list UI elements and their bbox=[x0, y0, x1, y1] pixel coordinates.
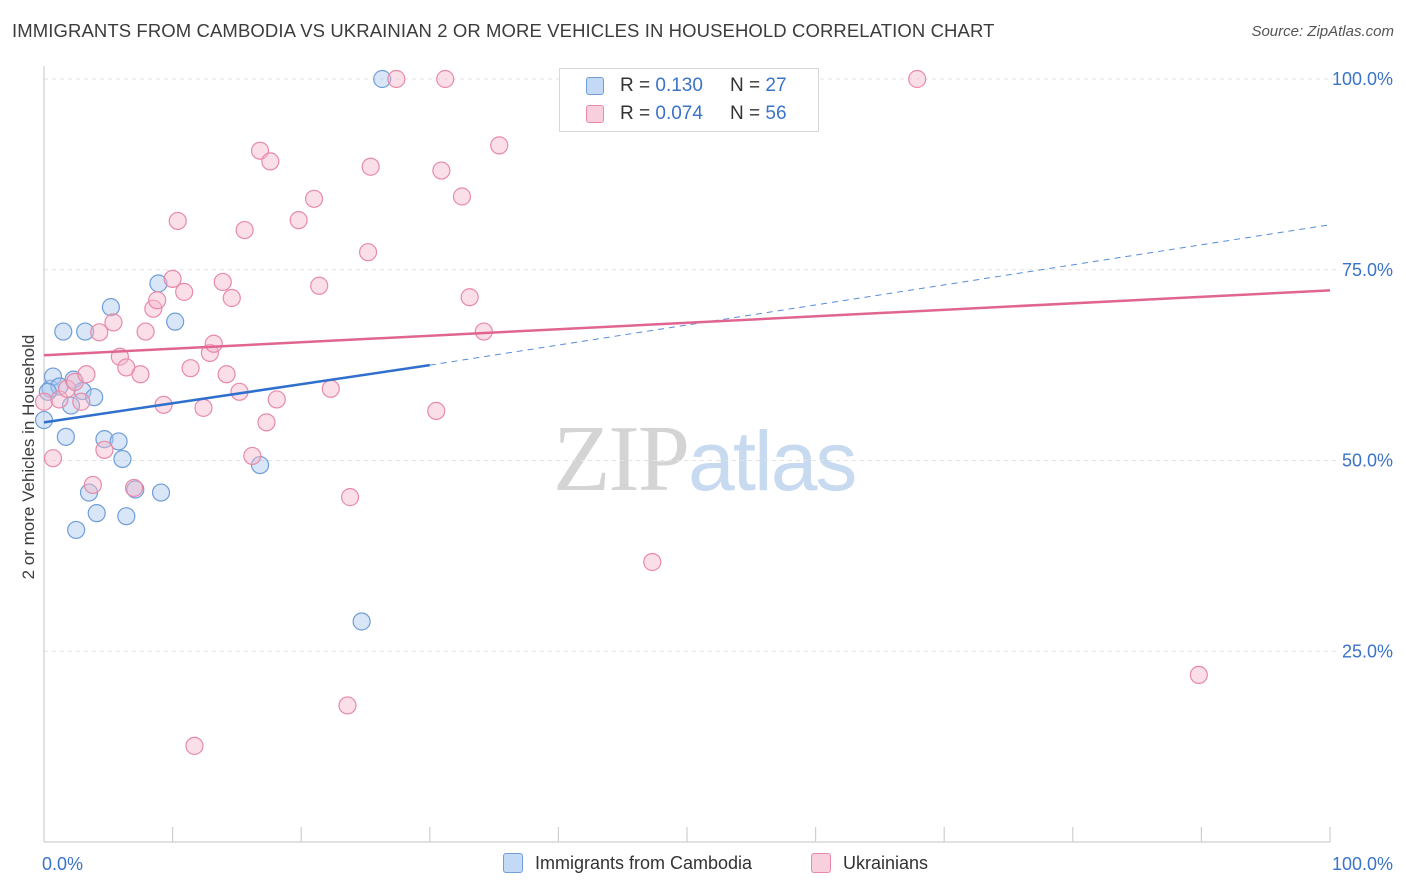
legend-r-value-ukrainian: 0.074 bbox=[655, 103, 703, 124]
cambodia-point bbox=[250, 455, 270, 475]
y-tick-label: 75.0% bbox=[1342, 260, 1393, 280]
ukrainian-point bbox=[194, 398, 213, 417]
cambodia-point bbox=[76, 322, 95, 341]
cambodia-point bbox=[166, 312, 185, 331]
ukrainian-point bbox=[200, 343, 219, 363]
ukrainian-point bbox=[235, 220, 254, 240]
ukrainian-point bbox=[387, 69, 406, 89]
ukrainian-point bbox=[217, 365, 236, 384]
ukrainian-point bbox=[72, 392, 91, 411]
ukrainian-point bbox=[185, 736, 204, 755]
cambodia-point bbox=[87, 504, 106, 523]
cambodia-point bbox=[101, 298, 120, 317]
ukrainian-point bbox=[338, 696, 357, 715]
cambodia-point bbox=[352, 612, 371, 631]
ukrainian-point bbox=[144, 299, 163, 318]
cambodia-point bbox=[117, 507, 136, 526]
cambodia-point bbox=[151, 483, 171, 502]
ukrainian-point bbox=[104, 313, 123, 332]
y-tick-label: 25.0% bbox=[1342, 641, 1393, 661]
ukrainian-point bbox=[460, 288, 479, 307]
ukrainian-point bbox=[490, 136, 509, 155]
ukrainian-point bbox=[43, 449, 63, 468]
ukrainian-point bbox=[432, 161, 451, 180]
legend-r-value-cambodia: 0.130 bbox=[655, 75, 703, 96]
ukrainian-point bbox=[95, 440, 114, 459]
cambodia-trend-extension bbox=[429, 224, 1331, 366]
ukrainian-point bbox=[90, 323, 109, 342]
ukrainian-point bbox=[427, 401, 446, 421]
ukrainian-point bbox=[181, 359, 200, 378]
ukrainian-point bbox=[213, 272, 232, 292]
ukrainian-point bbox=[452, 187, 472, 206]
cambodia-swatch bbox=[586, 77, 604, 95]
ukrainian-point bbox=[131, 365, 150, 384]
bottom-cambodia-label: Immigrants from Cambodia bbox=[535, 853, 753, 873]
cambodia-trend-line bbox=[43, 363, 430, 424]
legend-n-value-cambodia: 27 bbox=[765, 75, 787, 96]
cambodia-point bbox=[56, 427, 75, 446]
cambodia-point bbox=[34, 410, 54, 430]
watermark-zip: ZIP bbox=[553, 407, 690, 511]
bottom-ukrainian-label: Ukrainians bbox=[843, 853, 929, 873]
cambodia-point bbox=[67, 520, 86, 540]
ukrainian-point bbox=[204, 334, 223, 353]
ukrainian-point bbox=[304, 189, 324, 208]
legend-r-label-ukrainian: R = bbox=[620, 103, 656, 124]
ukrainian-point bbox=[83, 475, 102, 495]
source-label: Source: ZipAtlas.com bbox=[1251, 23, 1394, 40]
ukrainian-point bbox=[908, 69, 927, 89]
ukrainian-point bbox=[436, 69, 455, 89]
ukrainian-point bbox=[77, 365, 96, 384]
legend-r-label-cambodia: R = bbox=[620, 75, 656, 96]
ukrainian-point bbox=[222, 288, 241, 308]
ukrainian-point bbox=[58, 379, 77, 398]
ukrainian-point bbox=[267, 390, 286, 409]
cambodia-point bbox=[54, 322, 73, 341]
ukrainian-point bbox=[358, 243, 378, 262]
ukrainian-trend-line bbox=[43, 289, 1331, 357]
chart-title: IMMIGRANTS FROM CAMBODIA VS UKRAINIAN 2 … bbox=[12, 20, 995, 41]
ukrainian-point bbox=[148, 291, 167, 310]
ukrainian-point bbox=[289, 211, 308, 230]
ukrainian-point bbox=[643, 552, 662, 572]
ukrainian-point bbox=[34, 392, 54, 411]
ukrainian-point bbox=[257, 413, 276, 432]
cambodia-point bbox=[109, 432, 128, 451]
bottom-cambodia-swatch bbox=[503, 853, 523, 873]
x-tick-label: 100.0% bbox=[1332, 854, 1393, 874]
ukrainian-point bbox=[175, 282, 194, 301]
bottom-ukrainian-swatch bbox=[811, 853, 831, 873]
legend-n-label-cambodia: N = bbox=[730, 75, 766, 96]
legend-n-label-ukrainian: N = bbox=[730, 103, 766, 124]
cambodia-point bbox=[113, 449, 132, 469]
ukrainian-point bbox=[361, 157, 380, 176]
ukrainian-point bbox=[168, 211, 187, 231]
legend-n-value-ukrainian: 56 bbox=[765, 103, 787, 124]
ukrainian-point bbox=[310, 276, 329, 295]
cambodia-point bbox=[61, 396, 81, 415]
ukrainian-point bbox=[124, 478, 144, 498]
ukrainian-point bbox=[243, 446, 262, 466]
ukrainian-point bbox=[163, 269, 182, 289]
ukrainian-swatch bbox=[586, 105, 604, 123]
correlation-legend: R = 0.130 N = 27 R = 0.074 N = 56 bbox=[559, 68, 819, 132]
cambodia-point bbox=[95, 430, 114, 449]
cambodia-point bbox=[373, 69, 392, 89]
ukrainian-point bbox=[1189, 665, 1208, 685]
y-tick-label: 50.0% bbox=[1342, 451, 1393, 471]
y-tick-label: 100.0% bbox=[1332, 69, 1393, 89]
x-tick-label: 0.0% bbox=[42, 854, 83, 874]
ukrainian-point bbox=[136, 322, 155, 341]
ukrainian-point bbox=[321, 379, 340, 398]
ukrainian-point bbox=[340, 488, 360, 507]
ukrainian-point bbox=[261, 152, 280, 171]
